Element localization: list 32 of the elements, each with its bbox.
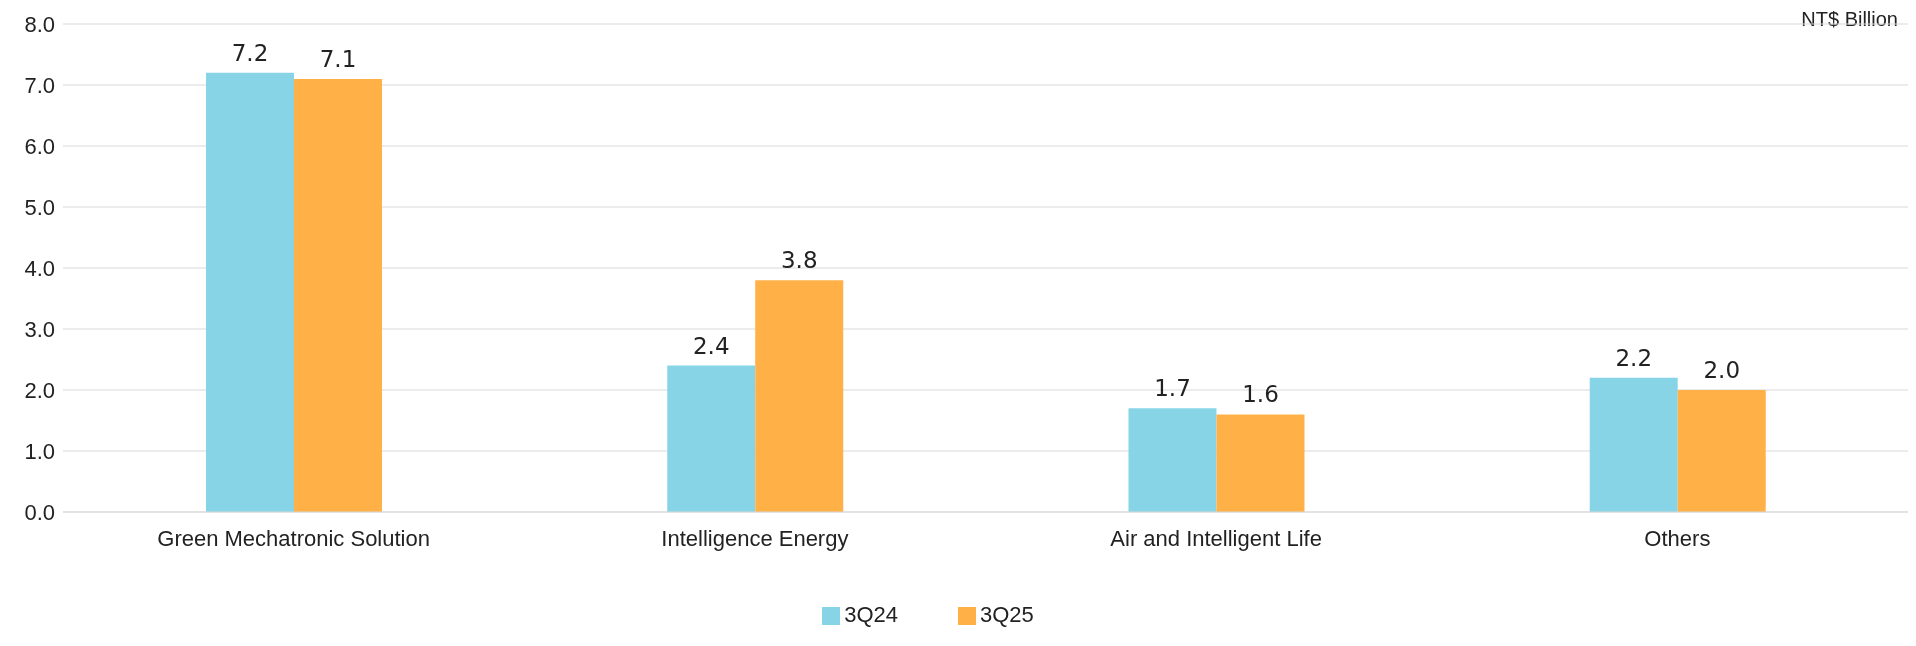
- data-label: 1.6: [1242, 381, 1279, 408]
- bar: [293, 78, 382, 512]
- bar: [205, 72, 294, 512]
- data-label: 2.2: [1615, 344, 1653, 371]
- y-tick-label: 0.0: [24, 499, 55, 525]
- bar: [1677, 390, 1766, 512]
- x-tick-label: Intelligence Energy: [661, 525, 849, 551]
- x-tick-label: Green Mechatronic Solution: [157, 525, 430, 551]
- data-label: 2.4: [692, 332, 730, 359]
- bar: [1589, 377, 1678, 512]
- y-tick-label: 4.0: [24, 255, 55, 281]
- data-label: 2.0: [1703, 357, 1741, 383]
- x-tick-label: Others: [1644, 525, 1711, 551]
- y-axis-title: NT$ Billion: [1801, 8, 1898, 31]
- data-label: 7.1: [319, 45, 357, 72]
- data-label: 1.7: [1154, 375, 1191, 402]
- bar: [755, 280, 844, 512]
- bar: [1128, 408, 1217, 512]
- legend-label: 3Q24: [844, 602, 898, 627]
- y-tick-label: 2.0: [24, 377, 55, 403]
- y-tick-label: 5.0: [24, 194, 55, 220]
- bar: [1216, 414, 1305, 512]
- bar: [667, 365, 756, 512]
- x-tick-label: Air and Intelligent Life: [1110, 525, 1322, 551]
- y-tick-label: 8.0: [24, 11, 55, 37]
- legend-label: 3Q25: [980, 602, 1034, 627]
- data-label: 7.2: [231, 39, 269, 66]
- y-tick-label: 1.0: [24, 438, 55, 464]
- y-tick-label: 3.0: [24, 316, 55, 342]
- data-label: 3.8: [780, 247, 818, 274]
- y-tick-label: 7.0: [24, 72, 55, 98]
- y-tick-label: 6.0: [24, 133, 55, 159]
